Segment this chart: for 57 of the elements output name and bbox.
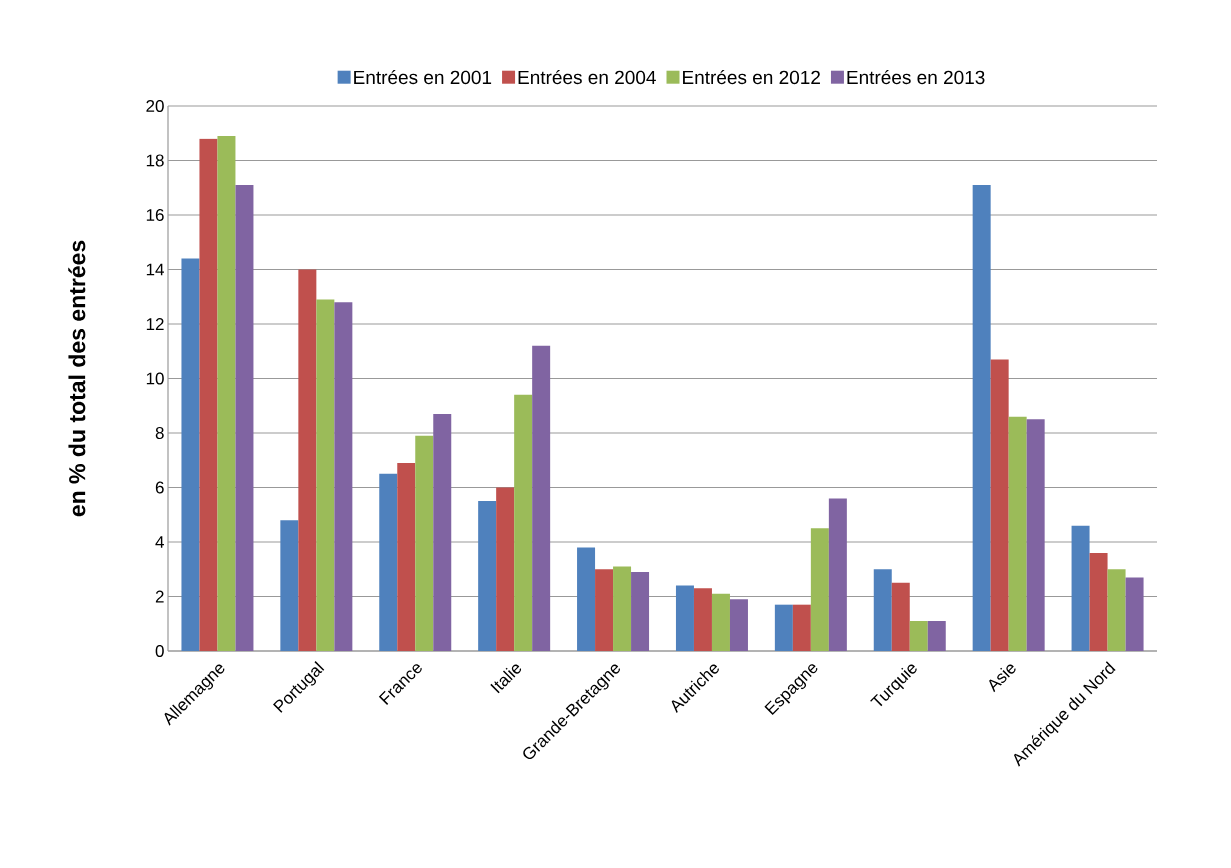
bar [1026,419,1045,651]
bar [217,135,236,651]
bar [1107,569,1126,651]
bar [496,487,515,651]
bar [181,258,200,651]
bar [199,138,218,651]
y-tick-label: 16 [146,208,164,222]
y-tick-label: 20 [146,99,164,113]
y-tick-label: 18 [146,154,164,167]
bar [693,588,712,651]
bar [711,593,730,651]
bar [334,302,353,651]
bar [774,604,793,651]
bar [1008,416,1027,651]
bar [433,413,452,651]
bar [891,582,910,651]
bar [990,359,1009,651]
bar [235,185,254,651]
bar [415,435,434,651]
legend-label: Entrées en 2001 [354,69,492,85]
bar [631,571,650,651]
y-tick-label: 8 [155,426,164,440]
bar [280,520,299,651]
bar [1071,525,1090,651]
y-tick-label: 4 [155,536,164,548]
bar [1089,552,1108,651]
bar [927,621,946,651]
bar [729,599,748,651]
bar [1125,577,1144,651]
bar [675,585,694,651]
y-tick-label: 2 [155,590,164,603]
y-tick-label: 10 [146,372,164,385]
bar [478,501,497,651]
bar [577,547,596,651]
y-axis-title: en % du total des entrées [68,240,86,517]
bar [595,569,614,651]
y-tick-label: 0 [155,644,164,658]
legend-label: Entrées en 2012 [683,69,820,85]
bar [810,528,829,651]
bar [514,394,533,651]
legend-label: Entrées en 2004 [518,69,656,85]
bar [792,604,811,651]
x-tick-label: Asie [989,664,1016,693]
y-tick-label: 14 [146,263,164,276]
bar [873,569,892,651]
y-tick-label: 12 [146,318,164,330]
bar [379,473,398,651]
bar [316,299,335,651]
legend-label: Entrées en 2013 [847,69,985,85]
bar [397,462,416,651]
bar [532,345,551,651]
bar [972,185,991,651]
bar [909,621,928,651]
bar [613,566,632,651]
bar [298,269,317,651]
bar [828,498,847,651]
y-tick-label: 6 [155,481,164,494]
